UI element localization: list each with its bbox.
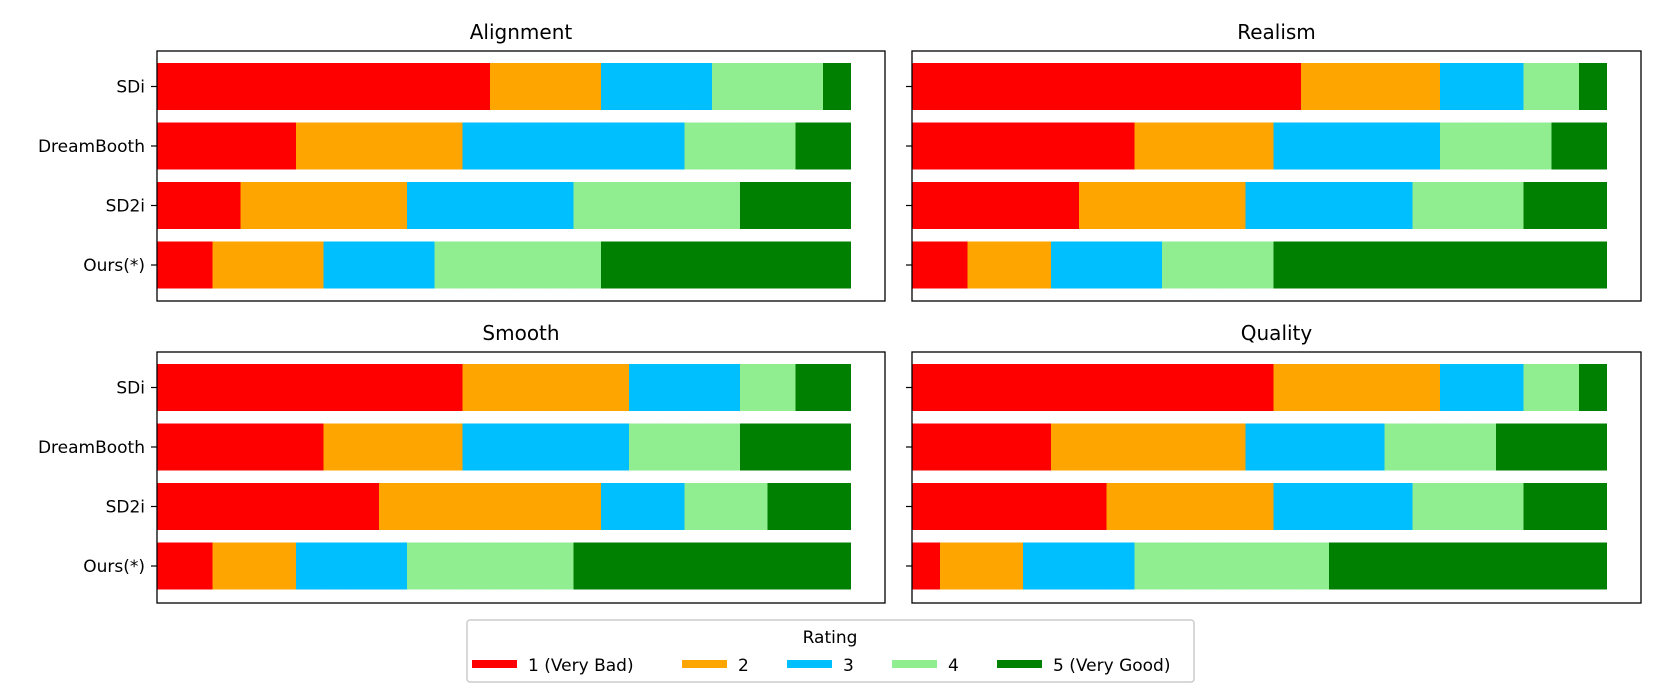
bar-segment-sd2i-rating-3	[601, 483, 685, 530]
bar-segment-sdi-rating-5	[1579, 63, 1607, 110]
bar-segment-sdi-rating-2	[1301, 63, 1441, 110]
legend-label-rating-5: 5 (Very Good)	[1053, 656, 1170, 676]
y-tick-label: DreamBooth	[38, 137, 145, 157]
y-tick-label: Ours(*)	[83, 557, 145, 577]
y-tick-label: SDi	[116, 78, 145, 98]
legend-swatch-rating-3	[787, 660, 832, 668]
bar-segment-sdi-rating-5	[1579, 364, 1607, 411]
panel-realism: Realism	[906, 20, 1642, 302]
axes-frame	[911, 351, 1642, 604]
bar-segment-sdi-rating-1	[157, 364, 463, 411]
bar-segment-ours-rating-5	[601, 241, 851, 289]
bar-segment-dreambooth-rating-1	[912, 423, 1051, 471]
bar-segment-sdi-rating-3	[1440, 63, 1524, 110]
bar-segment-sd2i-rating-1	[157, 182, 241, 229]
legend-label-rating-2: 2	[738, 656, 749, 676]
legend-label-rating-1: 1 (Very Bad)	[528, 656, 634, 676]
bar-segment-ours-rating-2	[967, 241, 1051, 289]
y-tick-label: Ours(*)	[83, 256, 145, 276]
bar-segment-sd2i-rating-4	[684, 483, 768, 530]
y-tick-label: DreamBooth	[38, 438, 145, 458]
bar-segment-dreambooth-rating-1	[157, 122, 296, 170]
bar-segment-dreambooth-rating-2	[323, 423, 463, 471]
legend-entries: 1 (Very Bad) 2 3 4 5 (Very Good)	[472, 656, 1170, 676]
chart-legend: Rating 1 (Very Bad) 2 3 4 5 (Very Good)	[466, 619, 1195, 683]
bar-segment-sd2i-rating-5	[767, 483, 851, 530]
bar-segment-ours-rating-1	[912, 542, 940, 590]
y-tick-label: SD2i	[106, 498, 145, 518]
axes-frame	[156, 351, 886, 604]
axes-frame	[911, 50, 1642, 302]
panel-quality: Quality	[906, 321, 1642, 604]
legend-label-rating-3: 3	[843, 656, 854, 676]
legend-label-rating-4: 4	[948, 656, 959, 676]
bar-segment-dreambooth-rating-2	[1050, 423, 1246, 471]
bar-segment-sd2i-rating-5	[1523, 182, 1607, 229]
panel-title: Alignment	[470, 20, 573, 44]
panel-smooth: Smooth SDi DreamBooth SD2i Ours(*)	[38, 321, 886, 604]
bar-segment-sd2i-rating-5	[1523, 483, 1607, 530]
axes-frame	[156, 50, 886, 302]
bar-segment-dreambooth-rating-3	[1245, 423, 1385, 471]
legend-title: Rating	[803, 628, 858, 648]
panel-title: Quality	[1241, 321, 1313, 345]
bar-segment-sdi-rating-3	[1440, 364, 1524, 411]
bar-segment-ours-rating-2	[939, 542, 1024, 590]
panel-title: Realism	[1237, 20, 1316, 44]
panel-title: Smooth	[482, 321, 559, 345]
bar-segment-ours-rating-2	[212, 542, 296, 590]
legend-swatch-rating-2	[682, 660, 727, 668]
chart-panels: Alignment SDi DreamBooth SD2i Ours(*) Realism…	[38, 20, 1642, 604]
y-tick-label: SDi	[116, 379, 145, 399]
bar-segment-sdi-rating-1	[912, 364, 1274, 411]
legend-swatch-rating-5	[997, 660, 1042, 668]
bar-segment-ours-rating-4	[1134, 542, 1329, 590]
bar-segment-dreambooth-rating-2	[1134, 122, 1274, 170]
legend-swatch-rating-4	[892, 660, 937, 668]
bar-segment-sd2i-rating-3	[1273, 483, 1413, 530]
bar-segment-sdi-rating-5	[823, 63, 851, 110]
y-tick-label: SD2i	[106, 197, 145, 217]
bar-segment-sd2i-rating-1	[912, 483, 1107, 530]
panel-alignment: Alignment SDi DreamBooth SD2i Ours(*)	[38, 20, 886, 302]
legend-swatch-rating-1	[472, 660, 517, 668]
